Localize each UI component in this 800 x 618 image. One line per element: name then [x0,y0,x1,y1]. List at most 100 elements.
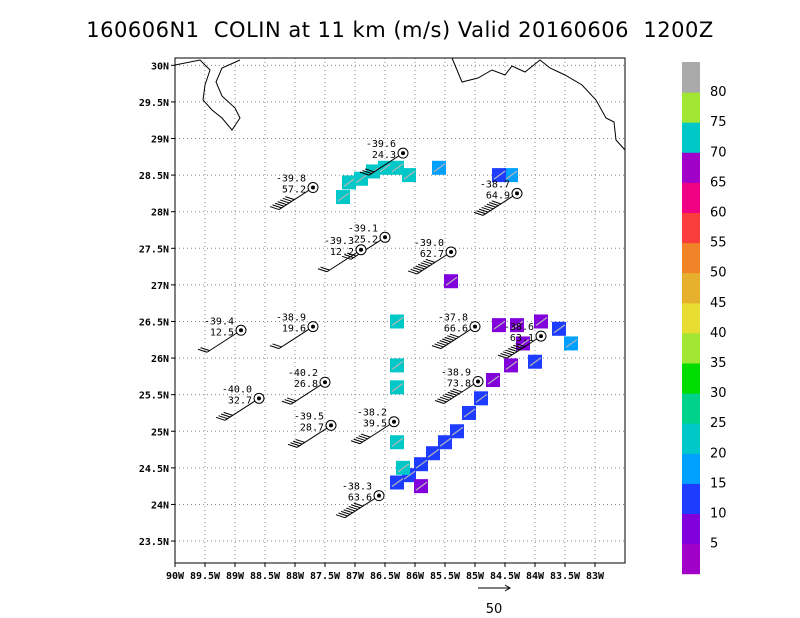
plot-frame [174,57,626,564]
station-dot [257,396,261,401]
station-dot [311,324,315,329]
y-tick-label: 26.5N [139,317,169,328]
colorbar-swatch [682,513,700,545]
colorbar-swatch [682,122,700,153]
obs-temperature: -38.9 [276,313,306,324]
wind-barb-flag [290,442,300,447]
wind-barb-flag [272,204,282,209]
wind-barb-flag [444,336,454,341]
wind-barb-flag [473,211,484,216]
obs-speed: 63.1 [510,333,534,344]
observation: -38.919.6 [269,313,319,350]
wind-barb-staff [368,154,401,176]
colorbar: 5 10 15 20 25 30 35 40 45 50 55 60 65 70 75 80 [682,62,727,575]
obs-speed: 12.5 [210,327,234,338]
y-tick-label: 25N [151,427,169,438]
y-tick-label: 28.5N [139,171,169,182]
wind-vector [517,338,530,348]
wind-barb-flag [358,435,368,440]
colorbar-label: 25 [710,416,727,431]
colorbar-label: 20 [710,446,727,461]
colorbar-label: 55 [710,236,727,251]
wind-barb-flag [500,352,510,357]
obs-speed: 19.6 [282,324,306,335]
wind-vector [337,192,350,202]
x-tick-label: 88.5W [250,571,281,582]
wind-vector [535,316,548,326]
wind-barb-flag [343,509,353,514]
wind-vector [415,481,428,491]
colorbar-swatch [682,332,700,364]
station-dot [383,235,387,240]
colorbar-swatch [682,453,700,484]
colorbar-swatch [682,152,700,183]
observation: -39.857.2 [269,174,319,211]
wind-vector [475,393,488,403]
x-tick-label: 90W [166,571,185,582]
wind-barb-flag [269,206,280,211]
observation: -39.312.2 [317,236,367,273]
wind-barb-flag [218,415,228,420]
wind-vector [433,163,446,173]
coastline [174,57,626,151]
wind-barb-flag [412,267,423,272]
wind-barb-flag [285,196,295,201]
wind-barb-staff [278,189,311,210]
colorbar-label: 65 [710,175,727,190]
wind-barb-flag [502,351,513,356]
wind-barb-flag [281,400,292,405]
obs-speed: 62.7 [420,249,444,260]
obs-speed: 12.2 [330,247,354,258]
wind-barb-staff [278,328,311,350]
y-tick-label: 30N [151,61,169,72]
wind-barb-flag [320,266,330,271]
x-tick-label: 85.5W [430,571,461,582]
wind-barb-flag [220,413,231,418]
obs-speed: 73.8 [447,378,471,389]
wind-barb-staff [482,194,515,216]
y-axis-ticks: 30N 29.5N 29N 28.5N 28N 27.5N 27N 26.5N 26N 25.5N… [139,61,175,548]
station-dot [539,334,543,339]
wind-vector [397,463,410,473]
wind-vector [391,360,404,370]
obs-temperature: -39.1 [348,223,378,234]
wind-barb-flag [274,202,285,207]
station-dot [401,151,405,156]
y-tick-label: 27N [151,281,169,292]
wind-vector [427,448,440,458]
colorbar-swatch [682,272,700,304]
colorbar-swatch [682,543,700,575]
colorbar-label: 40 [710,326,727,341]
wind-barb-flag [362,170,372,174]
x-tick-label: 89.5W [190,571,221,582]
wind-barb-flag [452,388,463,393]
wind-barb-flag [317,268,328,273]
wind-barb-staff [326,251,359,273]
y-tick-label: 24.5N [139,464,169,475]
wind-barb-flag [513,344,523,349]
wind-barb-flag [277,201,287,206]
colorbar-label: 60 [710,206,727,221]
wind-barb-flag [286,397,297,402]
wind-barb-staff [344,497,377,519]
colorbar-swatch [682,182,700,213]
colorbar-label: 75 [710,115,727,130]
colorbar-label: 15 [710,476,727,491]
colorbar-label: 10 [710,507,727,522]
colorbar-label: 50 [710,266,727,281]
observation: -38.239.5 [350,408,400,445]
wind-vector [415,459,428,469]
station-dot [311,185,315,190]
wind-barb-staff [443,383,476,404]
observation: -39.624.3 [359,139,409,176]
obs-temperature: -38.7 [480,179,510,190]
x-tick-label: 83.5W [550,571,581,582]
wind-barb-flag [437,398,447,403]
wind-barb-flag [200,347,210,352]
colorbar-label: 30 [710,386,727,401]
obs-temperature: -39.0 [414,238,444,249]
wind-barb-flag [423,260,433,265]
station-dot [473,324,477,329]
wind-vector [391,316,404,326]
colorbar-swatch [682,92,700,123]
